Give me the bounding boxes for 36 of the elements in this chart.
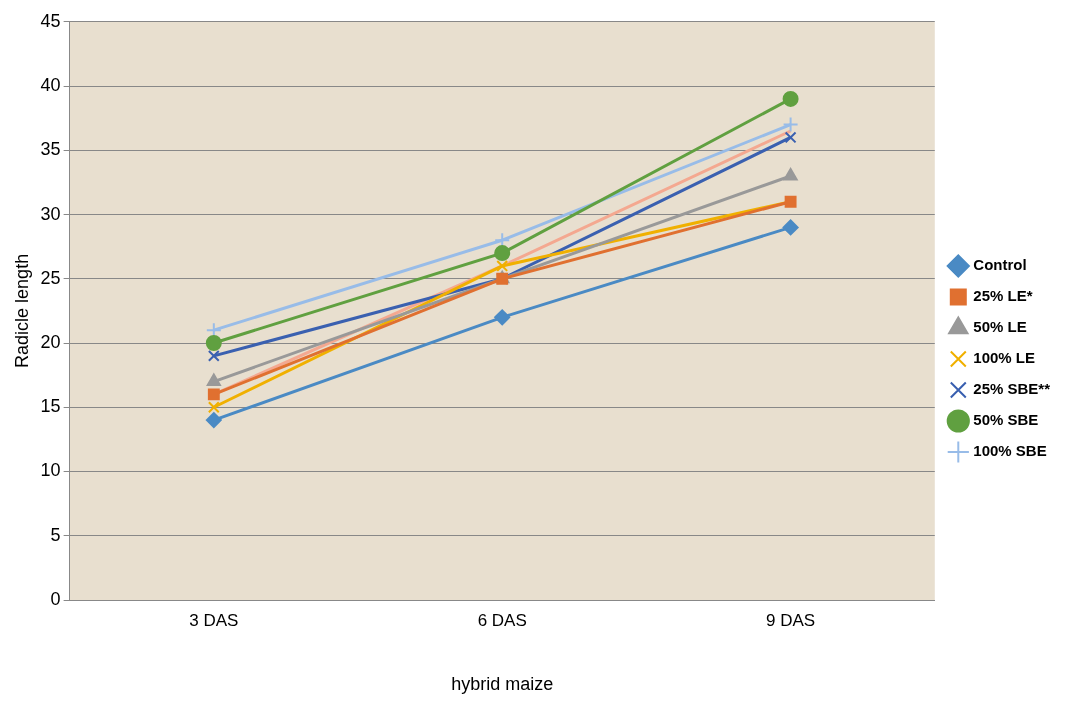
y-tick-label: 15 — [40, 396, 61, 417]
point — [782, 90, 799, 107]
y-tick-label: 30 — [40, 203, 61, 224]
point — [494, 245, 511, 262]
y-tick-label: 40 — [40, 75, 61, 96]
point — [207, 388, 220, 401]
x-tick-label: 9 DAS — [766, 610, 816, 630]
y-tick-label: 5 — [50, 524, 61, 545]
point — [207, 401, 220, 414]
legend-label: 100% SBE — [973, 442, 1047, 460]
y-tick-label: 35 — [40, 139, 61, 160]
x-tick-label: 3 DAS — [189, 610, 239, 630]
point — [782, 219, 799, 236]
x-axis-title: hybrid maize — [451, 674, 554, 695]
legend-label: Control — [973, 256, 1027, 274]
point — [784, 131, 797, 144]
point — [206, 373, 221, 387]
point — [783, 167, 798, 181]
legend-label: 50% SBE — [973, 411, 1039, 429]
point — [205, 412, 222, 429]
point — [205, 335, 222, 352]
y-tick-label: 0 — [50, 588, 61, 609]
y-tick-label: 10 — [40, 460, 61, 481]
y-axis-title: Radicle length — [11, 253, 32, 368]
point — [207, 349, 220, 362]
y-tick-label: 20 — [40, 331, 61, 352]
point — [494, 309, 511, 326]
legend-label: 25% SBE** — [973, 380, 1051, 398]
point — [496, 259, 509, 272]
x-tick-label: 6 DAS — [477, 610, 527, 630]
y-tick-label: 45 — [40, 10, 61, 31]
y-tick-label: 25 — [40, 267, 61, 288]
legend-label: 100% LE — [973, 349, 1035, 367]
point — [782, 116, 799, 133]
legend-label: 50% LE — [973, 318, 1027, 336]
legend-label: 25% LE* — [973, 287, 1033, 305]
